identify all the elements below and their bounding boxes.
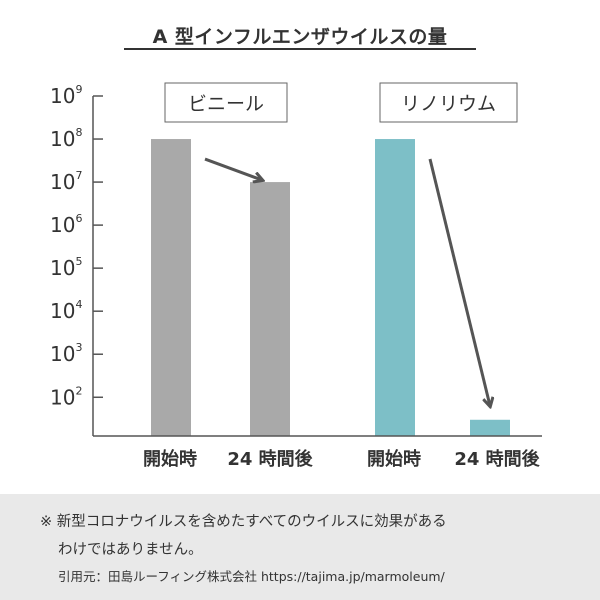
bar-linoleum-start: [375, 139, 415, 437]
y-tick-exponent: 7: [75, 169, 82, 182]
y-tick-base: 10: [50, 170, 75, 194]
y-tick-label: 107: [50, 169, 82, 194]
note-line-1: ※ 新型コロナウイルスを含めたすべてのウイルスに効果がある: [40, 514, 447, 530]
y-tick-exponent: 6: [75, 212, 82, 225]
panel-label-box: [164, 82, 288, 123]
y-tick-exponent: 3: [75, 341, 82, 354]
note-line-2: わけではありません。: [58, 542, 203, 558]
panel-labels: ビニール リノリウム: [164, 82, 518, 123]
y-tick-exponent: 2: [75, 384, 82, 397]
y-tick-exponent: 9: [75, 83, 82, 96]
decrease-arrow: [428, 158, 490, 406]
x-tick-label: 24 時間後: [227, 448, 313, 470]
bar-vinyl-start: [151, 139, 191, 437]
y-tick-base: 10: [50, 127, 75, 151]
x-tick-label: 24 時間後: [454, 448, 540, 470]
panel-label: ビニール: [188, 93, 264, 115]
footer-note: ※ 新型コロナウイルスを含めたすべてのウイルスに効果がある わけではありません。…: [0, 494, 600, 600]
y-tick-label: 106: [50, 212, 82, 237]
bars: [151, 139, 510, 437]
y-tick-base: 10: [50, 84, 75, 108]
y-tick-exponent: 4: [75, 298, 82, 311]
panel-label-box: [379, 82, 518, 123]
y-tick-base: 10: [50, 385, 75, 409]
y-tick-label: 108: [50, 126, 82, 151]
title-underline: [124, 48, 476, 50]
y-tick-exponent: 8: [75, 126, 82, 139]
bar-vinyl-24h: [250, 182, 290, 436]
chart-title: A 型インフルエンザウイルスの量: [152, 26, 448, 48]
x-axis-labels: 開始時 24 時間後 開始時 24 時間後: [143, 448, 541, 470]
decrease-arrow: [204, 157, 262, 180]
panel-label: リノリウム: [401, 93, 496, 115]
y-tick-exponent: 5: [75, 255, 82, 268]
y-tick-label: 109: [50, 83, 82, 108]
y-tick-label: 102: [50, 384, 82, 409]
citation: 引用元：田島ルーフィング株式会社 https://tajima.jp/marmo…: [58, 569, 445, 584]
x-tick-label: 開始時: [367, 448, 421, 470]
y-tick-base: 10: [50, 213, 75, 237]
y-tick-label: 104: [50, 298, 82, 323]
y-tick-base: 10: [50, 299, 75, 323]
bar-linoleum-24h: [470, 419, 510, 436]
y-tick-label: 105: [50, 255, 82, 280]
y-tick-base: 10: [50, 256, 75, 280]
arrows: [204, 157, 490, 406]
y-tick-label: 103: [50, 341, 82, 366]
y-tick-base: 10: [50, 342, 75, 366]
x-tick-label: 開始時: [143, 448, 197, 470]
